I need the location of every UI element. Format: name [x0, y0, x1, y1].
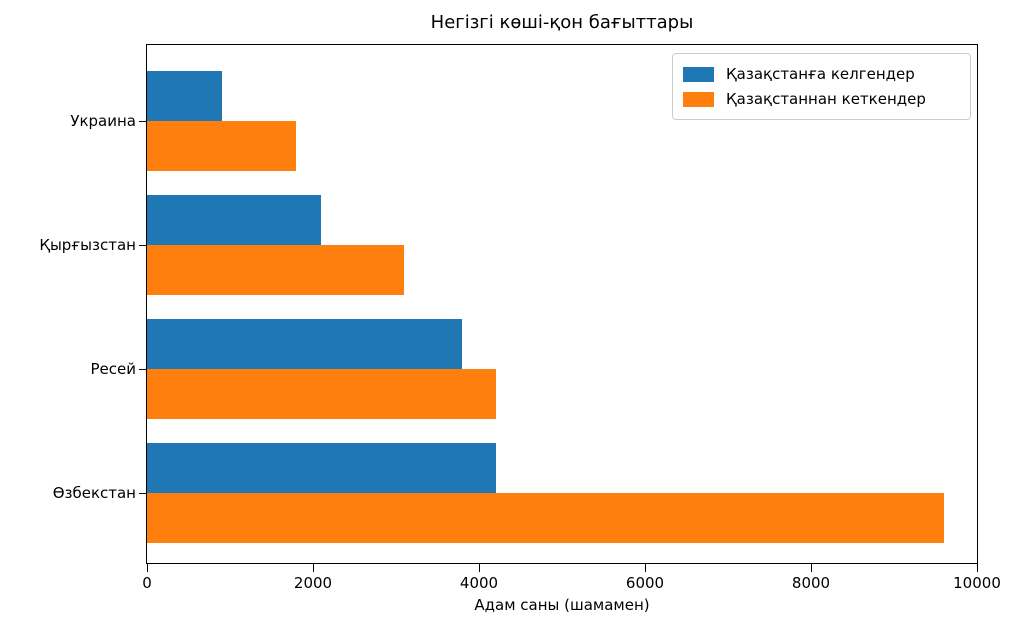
y-tick-label: Украина	[70, 112, 136, 130]
chart-title: Негізгі көші-қон бағыттары	[430, 12, 694, 33]
x-tick-mark	[479, 564, 480, 572]
x-tick-mark	[147, 564, 148, 572]
legend-label-departures: Қазақстаннан кеткендер	[726, 90, 926, 108]
legend: Қазақстанға келгендер Қазақстаннан кетке…	[672, 53, 971, 120]
x-tick-label: 2000	[293, 574, 333, 592]
x-tick-label: 4000	[459, 574, 499, 592]
bar-arrivals-1	[147, 195, 321, 245]
y-tick-mark	[139, 369, 147, 370]
bar-arrivals-3	[147, 443, 496, 493]
legend-item-departures: Қазақстаннан кеткендер	[683, 88, 960, 111]
x-tick-mark	[977, 564, 978, 572]
legend-swatch-departures-icon	[683, 92, 714, 107]
legend-item-arrivals: Қазақстанға келгендер	[683, 63, 960, 86]
legend-swatch-arrivals-icon	[683, 67, 714, 82]
legend-label-arrivals: Қазақстанға келгендер	[726, 65, 915, 83]
x-tick-label: 8000	[791, 574, 831, 592]
x-tick-mark	[645, 564, 646, 572]
bar-departures-1	[147, 245, 404, 295]
y-tick-label: Өзбекстан	[52, 484, 136, 502]
y-tick-mark	[139, 121, 147, 122]
y-tick-label: Қырғызстан	[39, 236, 136, 254]
bar-departures-3	[147, 493, 944, 543]
x-axis-label: Адам саны (шамамен)	[474, 596, 650, 614]
bar-arrivals-0	[147, 71, 222, 121]
x-tick-label: 0	[142, 574, 152, 592]
x-tick-label: 6000	[625, 574, 665, 592]
bar-arrivals-2	[147, 319, 462, 369]
x-tick-mark	[811, 564, 812, 572]
y-tick-mark	[139, 245, 147, 246]
x-tick-label: 10000	[953, 574, 1001, 592]
bar-departures-0	[147, 121, 296, 171]
bar-departures-2	[147, 369, 496, 419]
x-tick-mark	[313, 564, 314, 572]
y-tick-mark	[139, 493, 147, 494]
y-tick-label: Ресей	[90, 360, 137, 378]
